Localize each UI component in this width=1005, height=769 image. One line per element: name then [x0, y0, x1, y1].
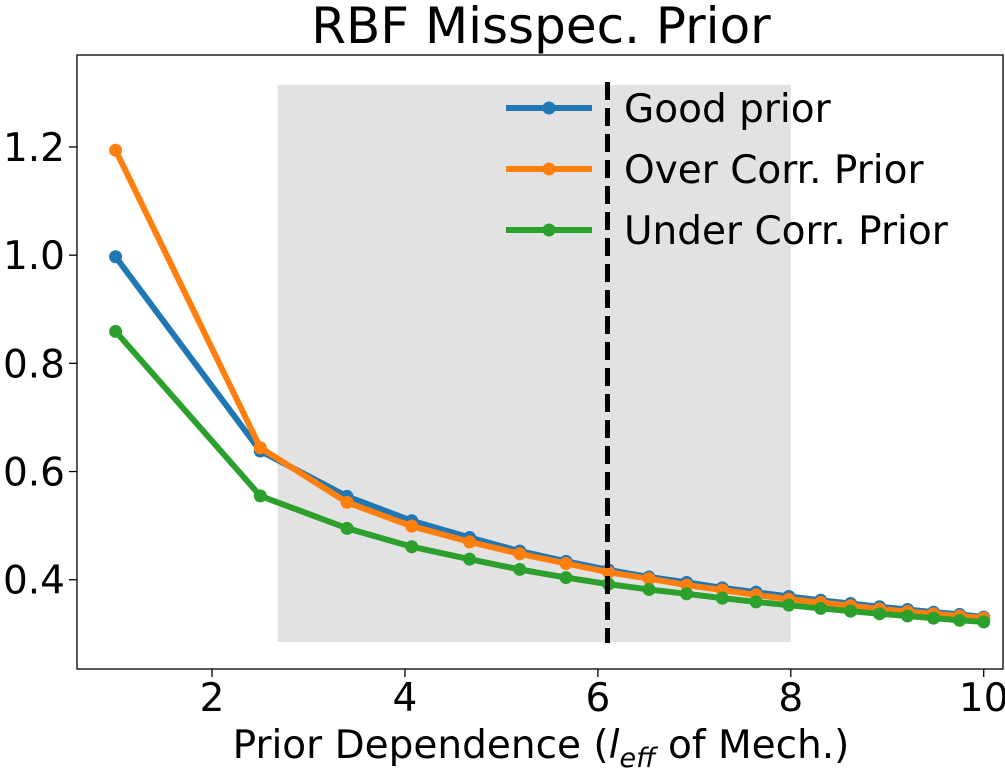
x-axis-label-subscript: eff [619, 743, 658, 769]
series-2-point-4 [463, 552, 477, 566]
series-2-point-10 [715, 591, 729, 605]
series-1-point-5 [513, 547, 527, 561]
series-2-point-17 [927, 611, 941, 625]
y-tick-label-4: 1.2 [3, 126, 65, 171]
x-tick-label-4: 10 [959, 676, 1005, 721]
series-2-point-13 [814, 601, 828, 615]
x-tick-label-3: 8 [778, 676, 803, 721]
series-2-point-5 [513, 562, 527, 576]
x-axis-label-prefix: Prior Dependence ( [233, 723, 609, 768]
x-tick-label-0: 2 [200, 676, 225, 721]
series-0-point-0 [109, 250, 123, 264]
series-2-point-0 [109, 324, 123, 338]
x-tick-label-2: 6 [585, 676, 610, 721]
y-tick-label-3: 1.0 [3, 234, 65, 279]
series-2-point-8 [642, 582, 656, 596]
y-tick-label-0: 0.4 [3, 559, 65, 604]
chart-title: RBF Misspec. Prior [311, 0, 771, 55]
series-1-point-0 [109, 143, 123, 157]
series-1-point-7 [601, 565, 615, 579]
series-2-point-19 [977, 615, 991, 629]
series-2-point-16 [901, 609, 915, 623]
series-1-point-1 [253, 441, 267, 455]
shaded-region [277, 84, 791, 642]
series-2-point-2 [340, 521, 354, 535]
y-tick-label-1: 0.6 [3, 451, 65, 496]
series-2-point-14 [844, 604, 858, 618]
x-tick-label-1: 4 [393, 676, 418, 721]
legend-marker-1 [542, 162, 556, 176]
series-2-point-3 [405, 540, 419, 554]
series-1-point-8 [642, 572, 656, 586]
plot-background [277, 84, 791, 642]
series-2-point-9 [680, 587, 694, 601]
series-2-point-12 [782, 598, 796, 612]
x-axis-label-suffix: of Mech.) [656, 723, 850, 768]
legend-marker-0 [542, 101, 556, 115]
legend-marker-2 [542, 223, 556, 237]
axes-layer: 2 4 6 8 10 0.4 0.6 0.8 1.0 1.2 [3, 54, 1005, 721]
series-1-point-2 [340, 495, 354, 509]
series-2-point-18 [953, 613, 967, 627]
legend-label-2: Under Corr. Prior [624, 209, 949, 254]
legend: Good prior Over Corr. Prior Under Corr. Pr… [506, 87, 949, 254]
legend-label-1: Over Corr. Prior [624, 148, 924, 193]
series-1-point-4 [463, 535, 477, 549]
legend-label-0: Good prior [624, 87, 832, 132]
x-axis-label: Prior Dependence (leff of Mech.) [233, 723, 850, 769]
x-axis-label-l: l [609, 723, 620, 768]
y-tick-label-2: 0.8 [3, 342, 65, 387]
series-2-point-11 [749, 595, 763, 609]
series-2-point-15 [873, 607, 887, 621]
series-1-point-3 [405, 519, 419, 533]
plot-frame [76, 54, 1004, 670]
series-layer [109, 82, 991, 643]
series-2-point-6 [559, 571, 573, 585]
series-2-point-1 [253, 489, 267, 503]
series-1-point-6 [559, 557, 573, 571]
